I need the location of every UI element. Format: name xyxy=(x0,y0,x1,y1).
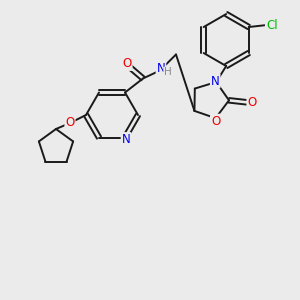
Text: N: N xyxy=(157,62,165,75)
Text: O: O xyxy=(122,57,132,70)
Text: H: H xyxy=(164,68,172,77)
Text: O: O xyxy=(65,116,75,130)
Text: N: N xyxy=(211,74,220,88)
Text: Cl: Cl xyxy=(266,19,278,32)
Text: O: O xyxy=(248,96,256,109)
Text: O: O xyxy=(211,115,220,128)
Text: N: N xyxy=(122,133,130,146)
